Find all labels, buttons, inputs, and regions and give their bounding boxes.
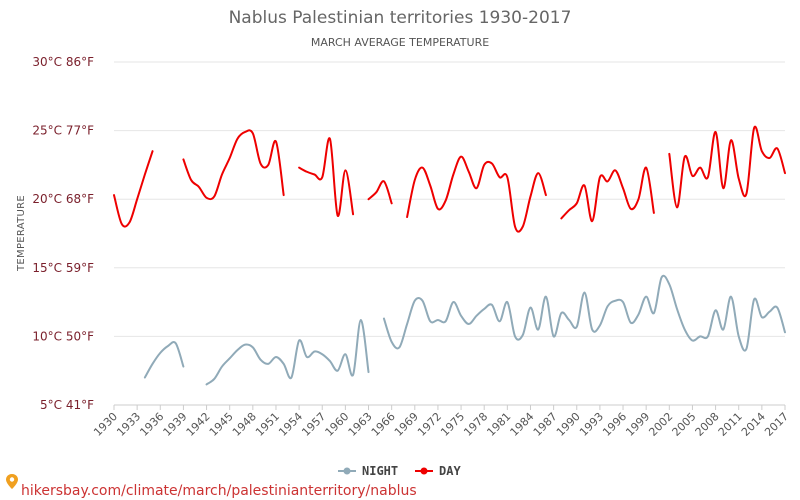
y-tick-label: 15°C 59°F [32, 261, 94, 275]
x-tick-label: 1942 [184, 410, 213, 439]
x-tick-label: 1930 [91, 410, 120, 439]
y-tick-label: 5°C 41°F [40, 398, 94, 412]
series-night-line [143, 341, 185, 379]
source-url[interactable]: hikersbay.com/climate/march/palestiniant… [21, 483, 417, 499]
x-tick-label: 1936 [137, 410, 166, 439]
x-tick-label: 1948 [230, 410, 259, 439]
x-tick-label: 1996 [600, 410, 629, 439]
series-day-line [298, 137, 355, 217]
x-tick-label: 1939 [161, 410, 190, 439]
legend-night-label: NIGHT [362, 464, 398, 478]
legend-day-label: DAY [439, 464, 461, 478]
legend-night-marker [343, 467, 351, 475]
series-night [143, 274, 786, 386]
x-tick-label: 1972 [415, 410, 444, 439]
gridlines [114, 61, 785, 406]
x-tick-label: 1990 [554, 410, 583, 439]
x-tick-label: 1951 [253, 410, 282, 439]
series-day-line [406, 155, 547, 233]
legend-item-night[interactable]: NIGHT [338, 464, 398, 478]
x-tick-label: 2017 [762, 410, 791, 439]
y-axis-label: TEMPERATURE [16, 195, 27, 272]
x-tick-label: 1987 [531, 410, 560, 439]
y-tick-label: 20°C 68°F [32, 192, 94, 206]
x-tick-label: 1969 [392, 410, 421, 439]
series-day-line [367, 180, 393, 205]
y-tick-labels: 5°C 41°F 10°C 50°F 15°C 59°F 20°C 68°F 25°C … [32, 55, 94, 412]
x-tick-label: 1975 [438, 410, 467, 439]
y-tick-label: 10°C 50°F [32, 329, 94, 343]
series-night-line [205, 318, 370, 386]
x-tick-label: 1981 [484, 410, 513, 439]
x-tick-label: 1960 [323, 410, 352, 439]
series-night-line [382, 274, 786, 352]
x-tick-label: 1993 [577, 410, 606, 439]
series-day-line [560, 166, 655, 223]
x-tick-label: 1963 [346, 410, 375, 439]
x-tick-label: 1999 [623, 410, 652, 439]
location-pin-icon [6, 474, 18, 489]
x-tick-label: 1984 [508, 410, 537, 439]
chart-subtitle: MARCH AVERAGE TEMPERATURE [311, 36, 489, 49]
y-tick-label: 30°C 86°F [32, 55, 94, 69]
x-tick-label: 1933 [114, 410, 143, 439]
series-day [113, 125, 786, 233]
x-tick-label: 1954 [276, 410, 305, 439]
legend-day-marker [420, 467, 428, 475]
x-tick-label: 2008 [693, 410, 722, 439]
legend-item-day[interactable]: DAY [415, 464, 461, 478]
y-tick-label: 25°C 77°F [32, 124, 94, 138]
x-tick-label: 1978 [461, 410, 490, 439]
series-day-line [182, 129, 285, 201]
legend[interactable]: NIGHT DAY [338, 464, 461, 478]
x-tick-label: 1945 [207, 410, 236, 439]
x-tick-label: 2014 [739, 410, 768, 439]
series-lines [113, 125, 786, 386]
series-day-line [113, 150, 154, 228]
chart-title: Nablus Palestinian territories 1930-2017 [229, 8, 572, 28]
x-tick-label: 2005 [670, 410, 699, 439]
x-tick-label: 1966 [369, 410, 398, 439]
x-tick-label: 2011 [716, 410, 745, 439]
x-tick-label: 2002 [646, 410, 675, 439]
x-tick-label: 1957 [299, 410, 328, 439]
x-axis: 1930193319361939194219451948195119541957… [91, 404, 791, 439]
series-day-line [668, 125, 786, 209]
source-link[interactable]: hikersbay.com/climate/march/palestiniant… [6, 474, 417, 499]
